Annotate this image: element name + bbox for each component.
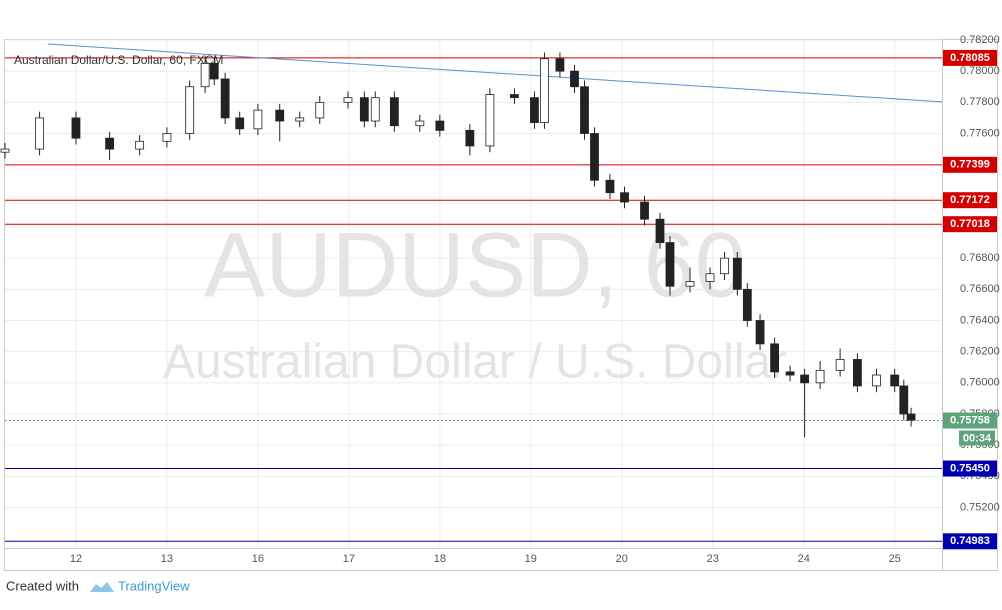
candle-body — [275, 109, 285, 122]
level-tag — [943, 192, 997, 209]
level-label: 0.77399 — [950, 159, 990, 171]
candle-body — [685, 281, 695, 287]
level-label: 0.78085 — [950, 52, 990, 64]
y-tick-label: 0.77600 — [960, 127, 1000, 139]
candle-body — [785, 371, 795, 376]
watermark-subtitle: Australian Dollar / U.S. Dollar — [163, 336, 787, 389]
y-tick-label: 0.76200 — [960, 346, 1000, 358]
candle-body — [720, 257, 729, 275]
candle-body — [755, 320, 765, 345]
last-price-label: 0.75758 — [950, 414, 990, 426]
candle-body — [185, 86, 195, 134]
level-label: 0.75450 — [950, 462, 990, 474]
x-tick-label: 17 — [343, 553, 355, 565]
y-tick-label: 0.77800 — [960, 96, 1000, 108]
candle-body — [580, 86, 589, 134]
y-tick-label: 0.76600 — [960, 283, 1000, 295]
footer-brand[interactable]: TradingView — [118, 578, 190, 593]
chart-title: Australian Dollar/U.S. Dollar, 60, FXCM — [14, 53, 223, 67]
level-tag — [943, 533, 997, 550]
candle-body — [872, 374, 881, 387]
x-tick-label: 25 — [889, 553, 901, 565]
level-label: 0.77172 — [950, 194, 990, 206]
candle-body — [465, 129, 475, 147]
last-price-tag — [943, 412, 997, 429]
y-tick-label: 0.76800 — [960, 252, 1000, 264]
level-tag — [943, 216, 997, 233]
y-tick-label: 0.75200 — [960, 501, 1000, 513]
chart-frame — [4, 39, 998, 571]
x-tick-label: 13 — [161, 553, 173, 565]
footer-prefix: Created with — [6, 578, 79, 593]
level-label: 0.77018 — [950, 218, 990, 230]
top-bar — [0, 0, 1002, 38]
candle-body — [253, 109, 263, 130]
candle-body — [389, 97, 399, 127]
x-tick-label: 24 — [798, 553, 810, 565]
candle-body — [665, 242, 675, 287]
candle-body — [899, 385, 909, 415]
candle-body — [742, 288, 752, 321]
candle-body — [800, 374, 810, 384]
x-tick-label: 19 — [525, 553, 537, 565]
candle-body — [640, 201, 649, 220]
candle-body — [770, 343, 780, 373]
candle-body — [209, 62, 219, 80]
candle-body — [343, 97, 353, 103]
x-tick-label: 18 — [434, 553, 446, 565]
candle-body — [590, 133, 599, 181]
candle-body — [0, 148, 10, 153]
y-tick-label: 0.76400 — [960, 314, 1000, 326]
countdown-tag — [959, 430, 995, 446]
level-tag — [943, 156, 997, 173]
candle-body — [485, 94, 495, 147]
candle-body — [105, 137, 115, 150]
candle-body — [530, 97, 539, 123]
y-tick-label: 0.78000 — [960, 65, 1000, 77]
candle-body — [235, 117, 245, 130]
candle-body — [655, 218, 665, 243]
candle-body — [906, 413, 916, 421]
x-tick-label: 20 — [616, 553, 628, 565]
candle-body — [435, 120, 445, 131]
candle-body — [162, 133, 172, 142]
candle-body — [555, 58, 565, 72]
x-tick-label: 23 — [707, 553, 719, 565]
candle-body — [315, 101, 325, 119]
candle-body — [540, 58, 549, 123]
y-tick-label: 0.78200 — [960, 34, 1000, 46]
candle-body — [890, 374, 900, 387]
candle-body — [370, 97, 380, 122]
y-tick-label: 0.76000 — [960, 377, 1000, 389]
watermark: AUDUSD, 60 — [204, 214, 746, 316]
candle-body — [605, 179, 615, 194]
candle-body — [359, 97, 369, 122]
x-tick-label: 16 — [252, 553, 264, 565]
candle-body — [852, 359, 862, 387]
level-tag — [943, 49, 997, 66]
candle-body — [510, 94, 519, 99]
candle-body — [220, 78, 230, 119]
candle-body — [732, 257, 742, 290]
candle-body — [295, 117, 305, 122]
level-label: 0.74983 — [950, 535, 990, 547]
trendline — [47, 43, 943, 103]
x-tick-label: 12 — [70, 553, 82, 565]
candle-body — [705, 273, 715, 282]
tradingview-logo — [90, 582, 114, 592]
candle-body — [415, 120, 425, 127]
candle-body — [35, 117, 44, 150]
candle-body — [200, 62, 210, 88]
candle-body — [815, 369, 825, 384]
candle-body — [835, 359, 845, 371]
level-tag — [943, 460, 997, 477]
candle-body — [570, 70, 579, 88]
countdown-label: 00:34 — [963, 432, 992, 444]
candle-body — [71, 117, 81, 139]
candle-body — [620, 192, 629, 203]
candle-body — [135, 140, 145, 150]
